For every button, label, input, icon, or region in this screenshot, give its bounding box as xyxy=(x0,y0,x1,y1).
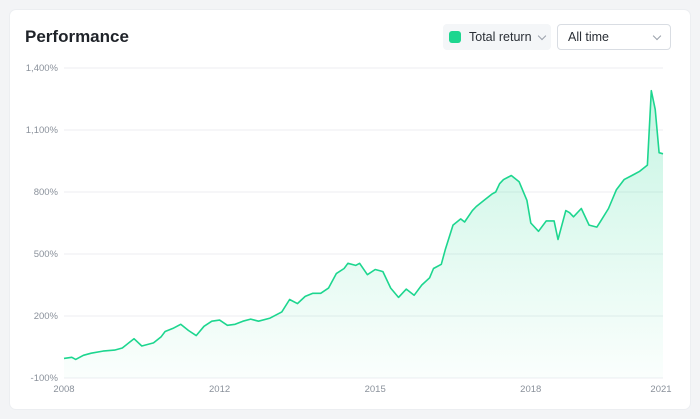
x-axis-ticks: 2008 2012 2015 2018 2021 xyxy=(53,384,671,395)
time-range-dropdown[interactable]: All time xyxy=(557,24,671,50)
y-tick-label: 800% xyxy=(34,187,59,198)
y-tick-label: -100% xyxy=(31,373,59,384)
y-tick-label: 500% xyxy=(34,249,59,260)
series-color-swatch xyxy=(449,31,461,43)
x-tick-label: 2018 xyxy=(520,384,541,395)
metric-dropdown[interactable]: Total return xyxy=(443,24,551,50)
y-tick-label: 200% xyxy=(34,311,59,322)
card-title: Performance xyxy=(25,27,129,46)
series-area xyxy=(64,90,663,378)
x-tick-label: 2021 xyxy=(650,384,671,395)
y-tick-label: 1,100% xyxy=(26,125,59,136)
x-tick-label: 2008 xyxy=(53,384,74,395)
metric-dropdown-label: Total return xyxy=(469,30,532,44)
y-axis-ticks: 1,400% 1,100% 800% 500% 200% -100% xyxy=(26,63,59,384)
series-line xyxy=(63,89,664,361)
x-tick-label: 2015 xyxy=(365,384,386,395)
time-range-label: All time xyxy=(568,30,609,44)
x-tick-label: 2012 xyxy=(209,384,230,395)
y-tick-label: 1,400% xyxy=(26,63,59,74)
